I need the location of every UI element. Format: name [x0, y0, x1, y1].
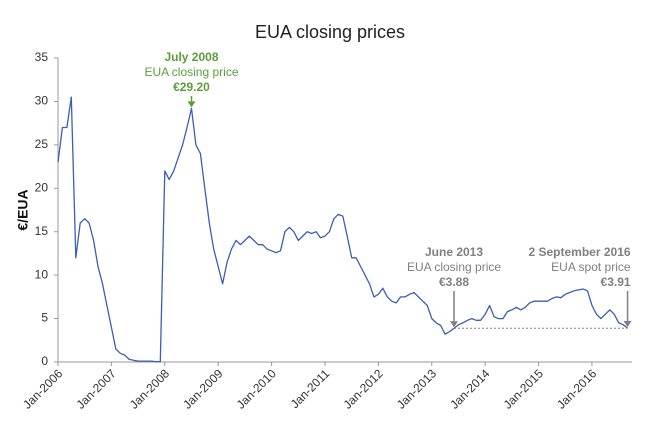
y-tick-label: 30 — [35, 94, 49, 108]
x-tick-label: Jan-2012 — [340, 366, 386, 412]
x-tick-label: Jan-2015 — [501, 366, 547, 412]
annotation-text: EUA spot price — [551, 260, 631, 274]
x-tick-label: Jan-2013 — [394, 366, 440, 412]
x-tick-label: Jan-2010 — [234, 366, 280, 412]
annotation-label: €3.91 — [601, 275, 631, 289]
annotation-title: June 2013 — [425, 245, 483, 259]
annotation-label: €29.20 — [173, 80, 210, 94]
annotation-arrowhead — [450, 321, 459, 328]
y-axis-label: €/EUA — [15, 189, 31, 230]
y-tick-label: 5 — [41, 311, 48, 325]
x-tick-label: Jan-2011 — [288, 366, 333, 411]
annotation-arrowhead — [187, 101, 196, 108]
x-tick-label: Jan-2006 — [20, 366, 66, 412]
annotation-text: EUA closing price — [144, 65, 238, 79]
chart-title: EUA closing prices — [255, 22, 405, 42]
x-tick-label: Jan-2014 — [447, 366, 493, 412]
annotation-text: EUA closing price — [407, 260, 501, 274]
y-tick-label: 10 — [35, 267, 49, 281]
x-tick-label: Jan-2008 — [127, 366, 173, 412]
y-tick-label: 0 — [41, 354, 48, 368]
x-tick-label: Jan-2009 — [180, 366, 226, 412]
y-tick-label: 35 — [35, 50, 49, 64]
y-tick-label: 15 — [35, 224, 49, 238]
y-tick-label: 20 — [35, 180, 49, 194]
annotation-title: 2 September 2016 — [528, 245, 630, 259]
annotation-title: July 2008 — [164, 50, 218, 64]
annotation-label: €3.88 — [439, 275, 469, 289]
x-tick-label: Jan-2007 — [73, 366, 119, 412]
x-tick-label: Jan-2016 — [554, 366, 600, 412]
price-line — [57, 96, 628, 363]
annotation-arrowhead — [623, 321, 632, 328]
y-tick-label: 25 — [35, 137, 49, 151]
